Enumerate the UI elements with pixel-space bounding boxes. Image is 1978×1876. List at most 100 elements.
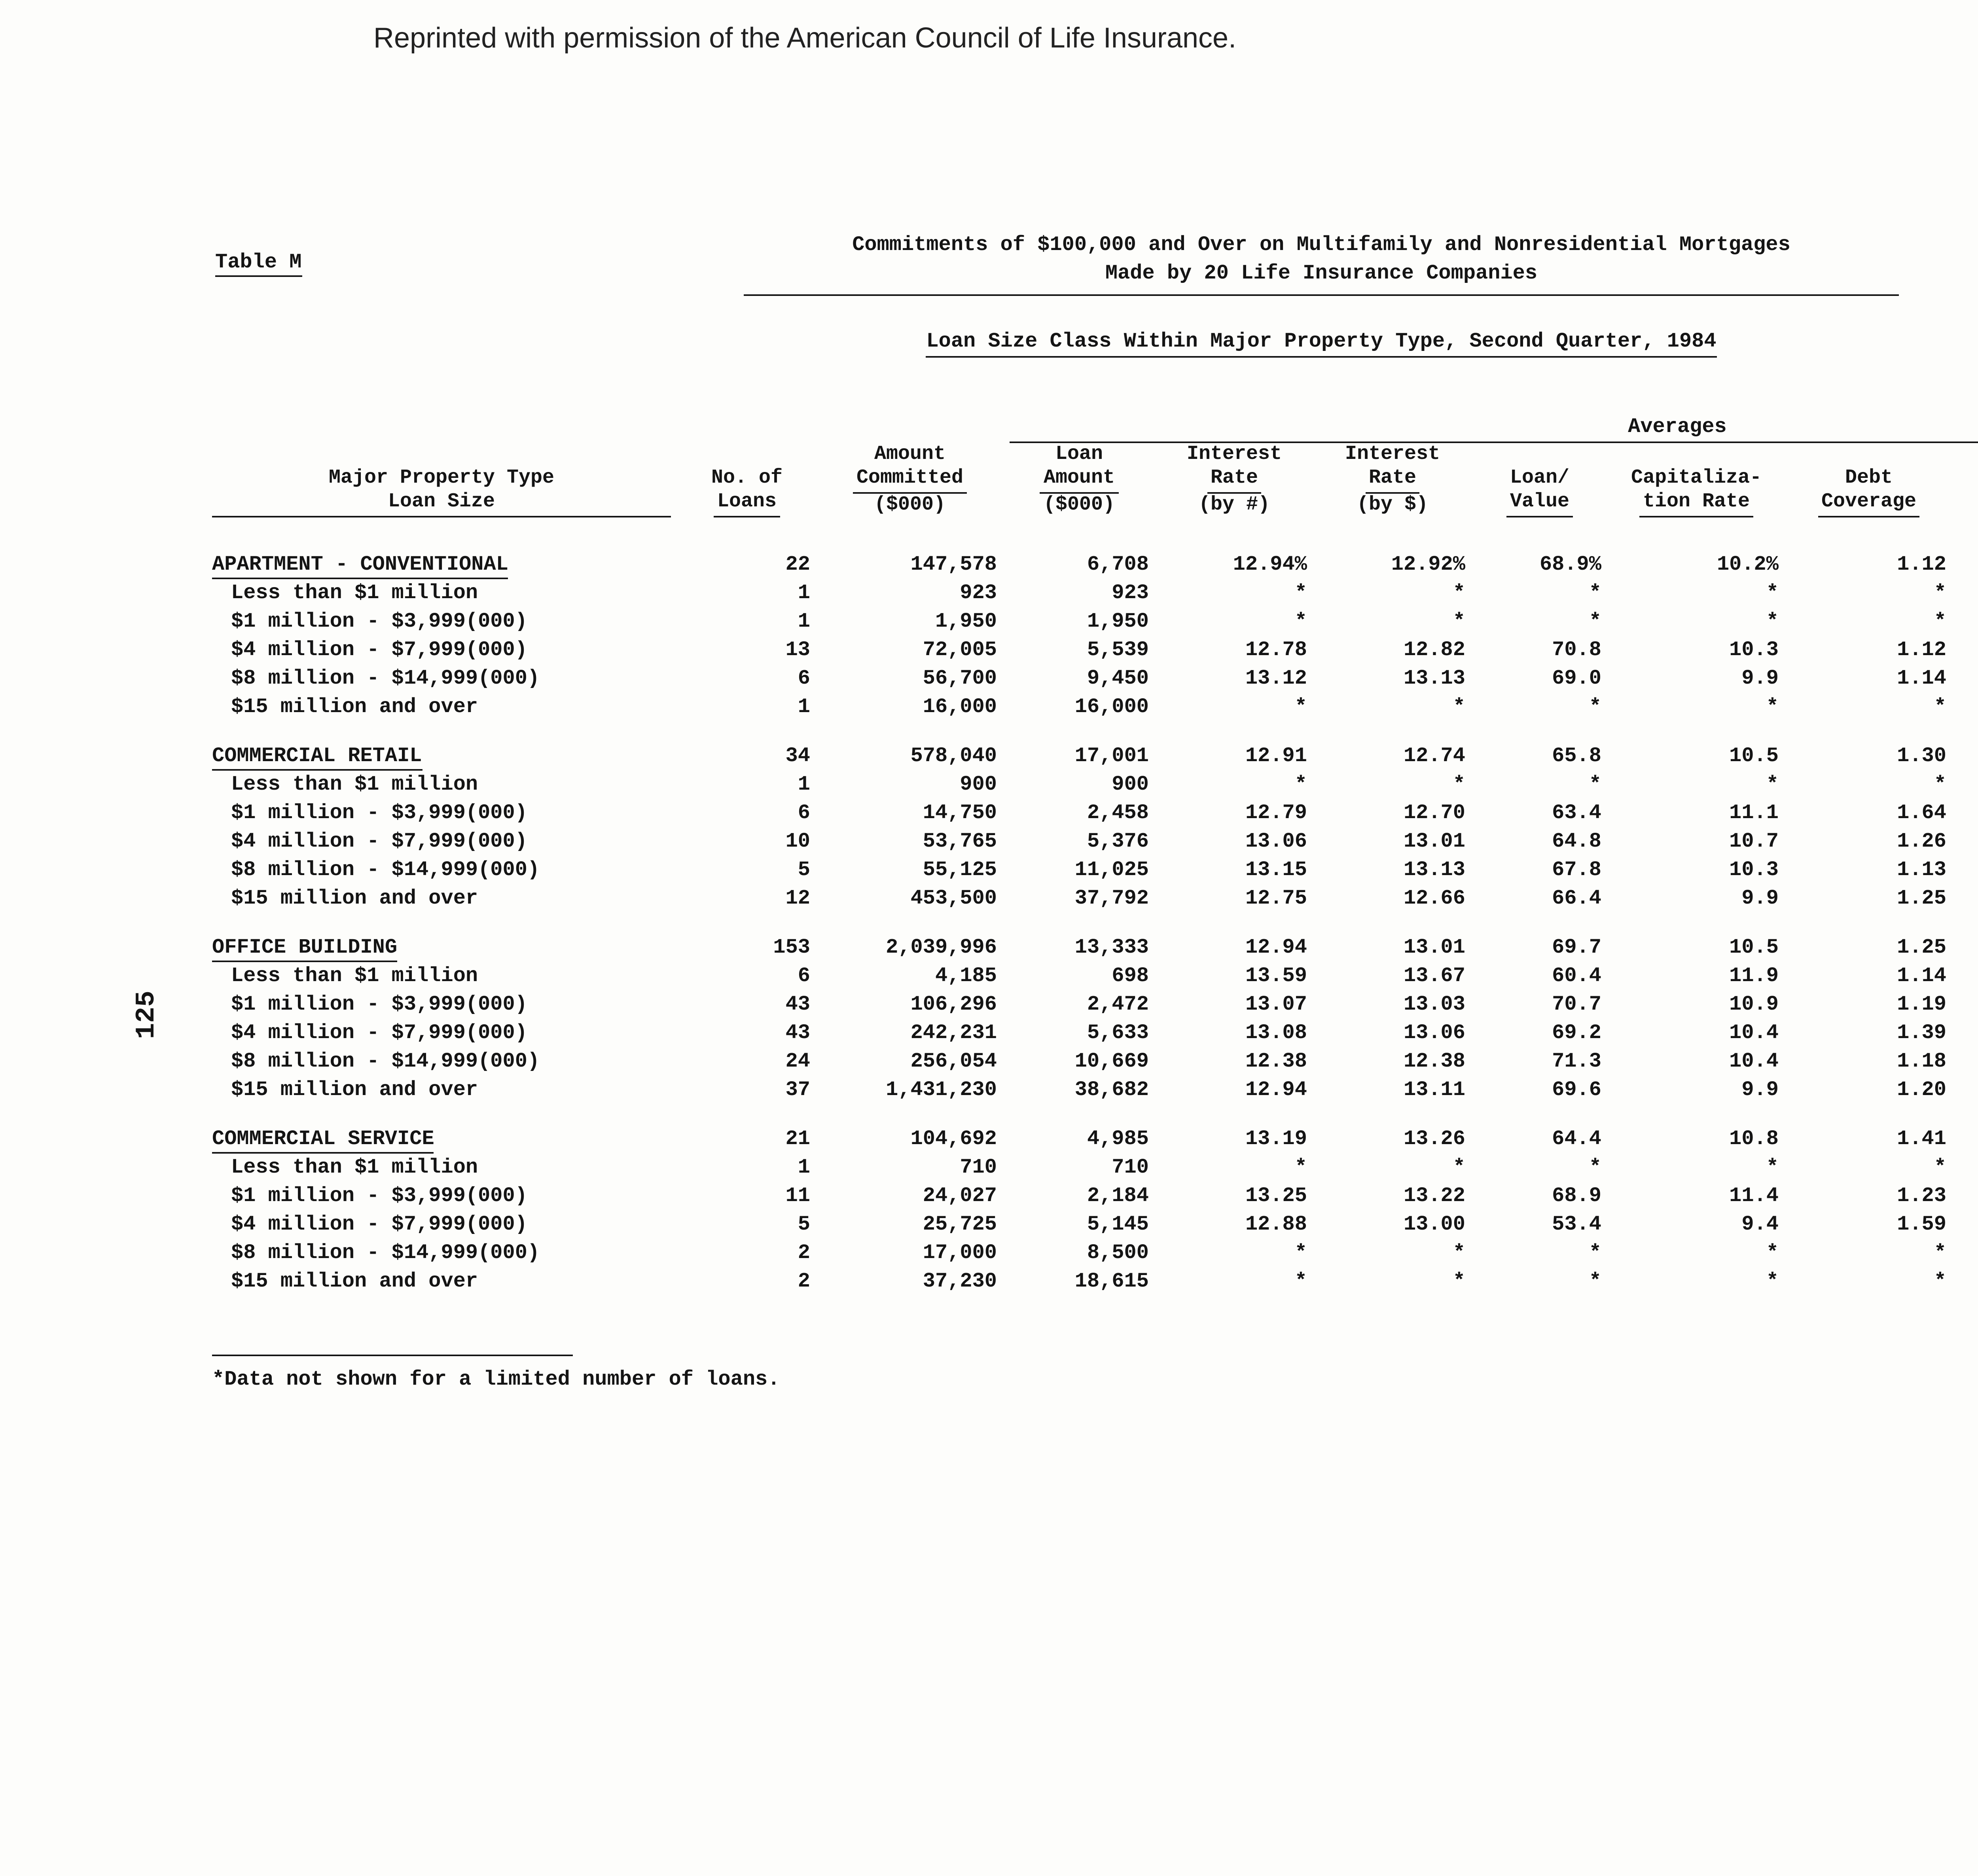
- group-total-cell: 13.1: [1959, 932, 1978, 961]
- cell: 1: [798, 608, 810, 632]
- subtitle-wrap: Loan Size Class Within Major Property Ty…: [744, 326, 1899, 358]
- cell: 5,633: [1087, 1020, 1149, 1044]
- cell: *: [1766, 694, 1779, 718]
- column-header-9: PercentConstant: [1959, 442, 1978, 524]
- column-header-3: Loan Amount ($000): [1010, 442, 1161, 524]
- group-total-row: OFFICE BUILDING 153 2,039,996 13,333 12.94 13…: [212, 932, 1978, 961]
- cell: 13.03: [1403, 991, 1465, 1015]
- cell: 69.2: [1552, 1020, 1601, 1044]
- cell: *: [1766, 608, 1779, 632]
- cell: *: [1959, 578, 1978, 606]
- row-label: $1 million - $3,999(000): [231, 608, 527, 632]
- cell: 13.12: [1245, 665, 1307, 689]
- table-row: Less than $1 million 6 4,185 698 13.59 13.67 6…: [212, 961, 1978, 989]
- cell: 9,450: [1087, 665, 1149, 689]
- cell: 13.07: [1245, 991, 1307, 1015]
- cell: 69.0: [1552, 665, 1601, 689]
- row-label: $8 million - $14,999(000): [231, 857, 540, 881]
- group-total-cell: 68.9%: [1539, 551, 1601, 575]
- row-label: $8 million - $14,999(000): [231, 1240, 540, 1264]
- cell: *: [1959, 606, 1978, 635]
- cell: *: [1453, 694, 1465, 718]
- group-total-cell: 34: [785, 743, 810, 767]
- cell: 1: [798, 1154, 810, 1178]
- cell: *: [1589, 1268, 1601, 1292]
- cell: 1: [798, 580, 810, 604]
- cell: 13.13: [1403, 857, 1465, 881]
- mortgage-commitments-table: Averages Major Property Type Loan Size No.…: [212, 405, 1978, 1294]
- row-label: $15 million and over: [231, 1268, 478, 1292]
- group-label: COMMERCIAL SERVICE: [212, 1124, 684, 1153]
- cell: 12.6: [1959, 1046, 1978, 1074]
- cell: 13.25: [1245, 1183, 1307, 1207]
- cell: 12.94: [1245, 1077, 1307, 1101]
- group-total-cell: 13.01: [1403, 934, 1465, 958]
- cell: *: [1934, 694, 1946, 718]
- cell: 5: [798, 1211, 810, 1235]
- cell: 10.7: [1729, 828, 1779, 852]
- group-total-cell: 1.30: [1897, 743, 1946, 767]
- row-label: $15 million and over: [231, 1077, 478, 1101]
- cell: 12.38: [1245, 1048, 1307, 1072]
- spacer-row: [212, 1103, 1978, 1124]
- cell: 56,700: [923, 665, 997, 689]
- cell: 55,125: [923, 857, 997, 881]
- cell: 12.78: [1245, 637, 1307, 661]
- cell: 900: [960, 771, 997, 795]
- group-total-cell: 1.41: [1897, 1126, 1946, 1150]
- group-total-cell: 2,039,996: [886, 934, 997, 958]
- cell: *: [1934, 580, 1946, 604]
- cell: 71.3: [1552, 1048, 1601, 1072]
- cell: 923: [1112, 580, 1149, 604]
- cell: 13.2: [1959, 1018, 1978, 1046]
- table-label: Table M: [215, 250, 302, 277]
- cell: 710: [960, 1154, 997, 1178]
- group-total-cell: 10.5: [1729, 934, 1779, 958]
- averages-row-blank: [212, 405, 1010, 442]
- cell: 1: [798, 694, 810, 718]
- cell: 14,750: [923, 800, 997, 824]
- cell: *: [1453, 1240, 1465, 1264]
- table-title: Commitments of $100,000 and Over on Mult…: [744, 231, 1899, 296]
- cell: 10.4: [1729, 1020, 1779, 1044]
- spacer-row: [212, 524, 1978, 549]
- cell: *: [1934, 771, 1946, 795]
- cell: 900: [1112, 771, 1149, 795]
- cell: 70.8: [1552, 637, 1601, 661]
- cell: *: [1294, 580, 1307, 604]
- group-total-cell: 12.92%: [1391, 551, 1465, 575]
- cell: 11.4: [1729, 1183, 1779, 1207]
- group-total-cell: 12.74: [1403, 743, 1465, 767]
- cell: 5,376: [1087, 828, 1149, 852]
- group-total-cell: 4,985: [1087, 1126, 1149, 1150]
- cell: *: [1294, 1268, 1307, 1292]
- cell: 12.79: [1245, 800, 1307, 824]
- cell: 1.13: [1897, 857, 1946, 881]
- cell: 13.4: [1959, 826, 1978, 855]
- cell: 2,184: [1087, 1183, 1149, 1207]
- group-total-cell: 104,692: [910, 1126, 997, 1150]
- page-number: 125: [133, 991, 163, 1039]
- cell: 1.26: [1897, 828, 1946, 852]
- cell: *: [1453, 1268, 1465, 1292]
- cell: *: [1766, 771, 1779, 795]
- row-label: $4 million - $7,999(000): [231, 1211, 527, 1235]
- cell: 16,000: [923, 694, 997, 718]
- cell: 6: [798, 963, 810, 987]
- group-total-cell: 1.12: [1897, 551, 1946, 575]
- cell: 11.1: [1729, 800, 1779, 824]
- cell: 43: [785, 991, 810, 1015]
- cell: 1.14: [1897, 963, 1946, 987]
- cell: 13.2: [1959, 1074, 1978, 1103]
- cell: *: [1766, 1268, 1779, 1292]
- cell: 12.82: [1403, 637, 1465, 661]
- cell: 13.3: [1959, 663, 1978, 692]
- cell: 13.67: [1403, 963, 1465, 987]
- table-row: $1 million - $3,999(000) 43 106,296 2,472 13…: [212, 989, 1978, 1018]
- spacer-row: [212, 720, 1978, 741]
- cell: *: [1766, 580, 1779, 604]
- group-total-cell: 1.25: [1897, 934, 1946, 958]
